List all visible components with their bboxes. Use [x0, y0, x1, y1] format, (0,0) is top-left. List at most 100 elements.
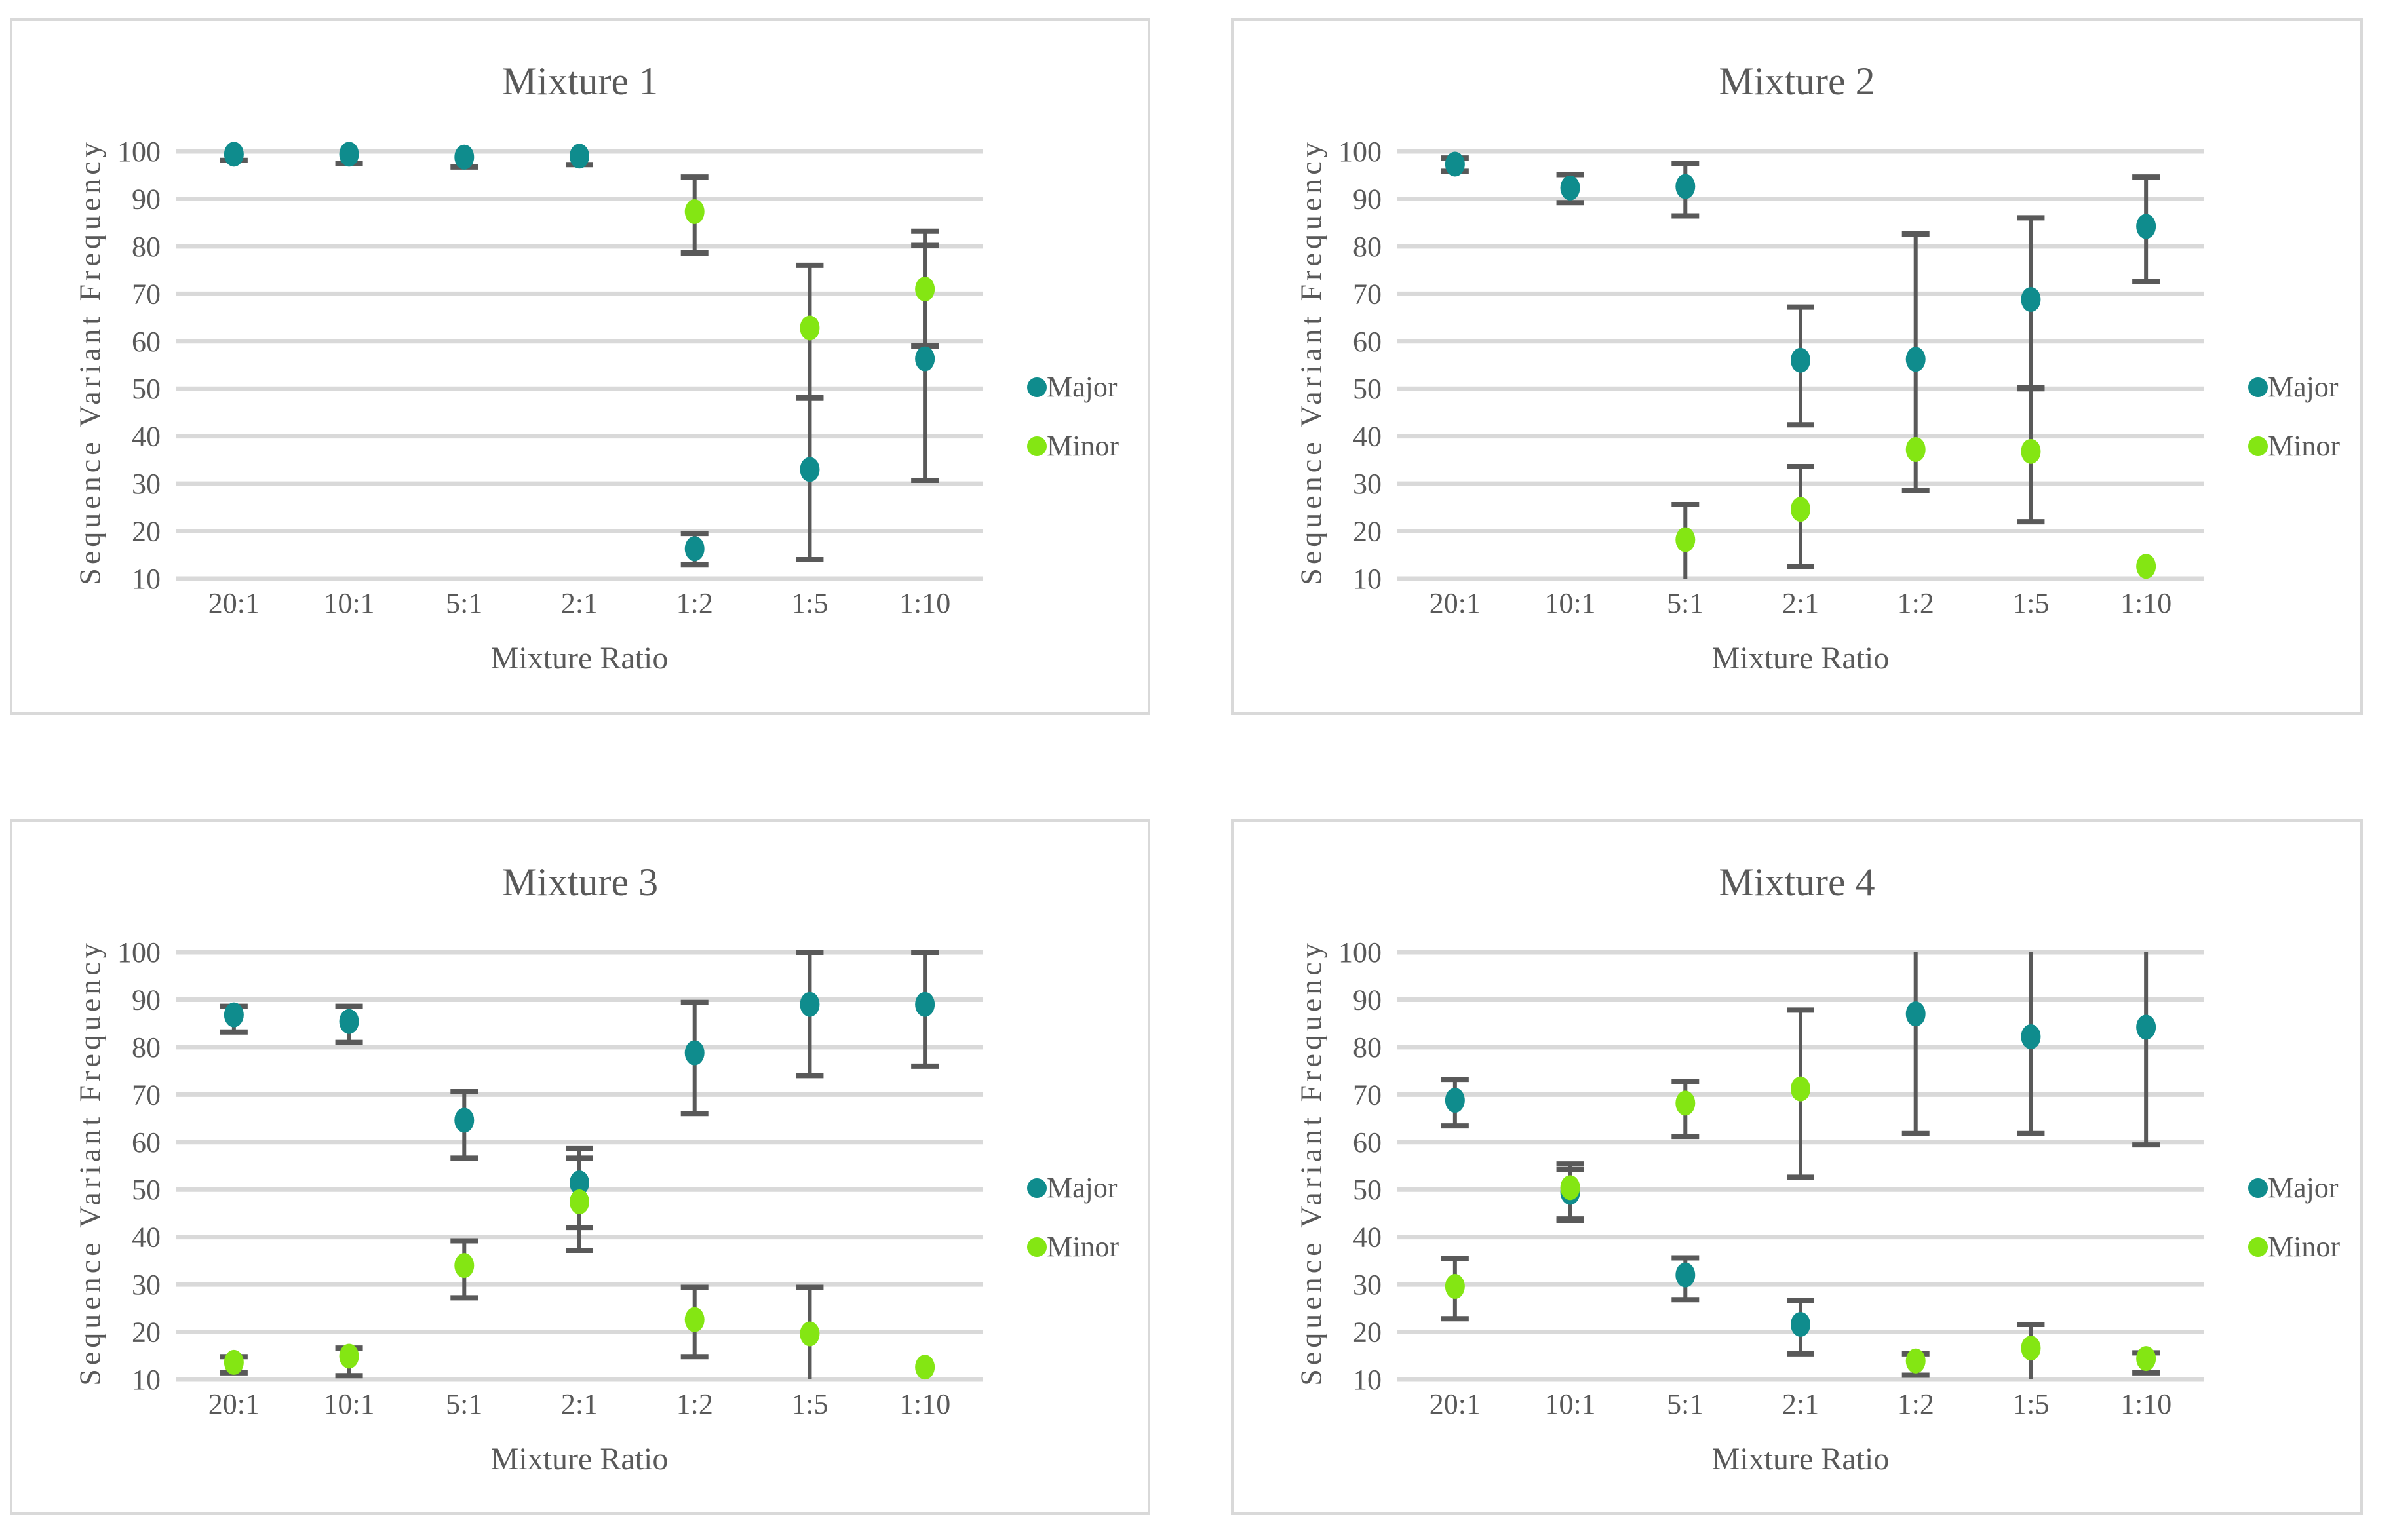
svg-text:10:1: 10:1 — [323, 587, 374, 619]
x-axis-title: Mixture Ratio — [1711, 1442, 1890, 1476]
svg-text:20:1: 20:1 — [208, 1388, 260, 1420]
legend-item-major: Major — [1027, 1168, 1145, 1208]
legend-label: Minor — [2268, 430, 2340, 462]
svg-text:5:1: 5:1 — [446, 1388, 482, 1420]
svg-text:1:2: 1:2 — [676, 587, 713, 619]
svg-text:100: 100 — [1338, 936, 1382, 969]
legend-label: Minor — [2268, 1231, 2340, 1263]
svg-text:20: 20 — [132, 1317, 161, 1349]
legend-label: Major — [1047, 1172, 1118, 1204]
major-series-dot-icon — [1027, 1178, 1047, 1198]
svg-text:2:1: 2:1 — [561, 1388, 598, 1420]
svg-text:30: 30 — [132, 468, 161, 500]
svg-text:20:1: 20:1 — [1430, 1388, 1481, 1420]
svg-text:80: 80 — [1353, 231, 1382, 263]
plot-area-mixture-1: 10 20 30 40 50 60 70 80 90 100 20:1 10:1 5:1 2:1 1:2 1:… — [117, 136, 983, 619]
svg-text:10: 10 — [132, 563, 161, 595]
chart-title: Mixture 1 — [501, 60, 659, 103]
legend-label: Minor — [1047, 430, 1119, 462]
svg-text:1:5: 1:5 — [2012, 587, 2049, 619]
legend: Major Minor — [1027, 1168, 1145, 1286]
svg-text:90: 90 — [1353, 183, 1382, 215]
y-axis-title: Sequence Variant Frequency — [73, 939, 107, 1386]
minor-series-dot-icon — [1027, 436, 1047, 456]
svg-text:100: 100 — [1338, 136, 1382, 168]
svg-text:80: 80 — [1353, 1031, 1382, 1064]
svg-text:40: 40 — [132, 421, 161, 453]
chart-title: Mixture 2 — [1719, 60, 1875, 103]
svg-text:1:2: 1:2 — [676, 1388, 713, 1420]
y-axis-title: Sequence Variant Frequency — [1294, 939, 1328, 1386]
chart-panel-mixture-4: 10 20 30 40 50 60 70 80 90 100 20:1 10:1 5:1 2:1 1:2 1:… — [1231, 819, 2363, 1515]
minor-series-dot-icon — [2248, 436, 2268, 456]
chart-title: Mixture 3 — [501, 860, 659, 904]
svg-text:10: 10 — [1353, 563, 1382, 595]
major-series-dot-icon — [2248, 1178, 2268, 1198]
svg-text:60: 60 — [132, 326, 161, 358]
svg-text:50: 50 — [1353, 373, 1382, 405]
svg-text:5:1: 5:1 — [1667, 1388, 1704, 1420]
plot-area-mixture-3: 10 20 30 40 50 60 70 80 90 100 20:1 10:1 5:1 2:1 1:2 1:… — [117, 936, 983, 1420]
svg-text:80: 80 — [132, 1031, 161, 1064]
svg-text:1:5: 1:5 — [791, 587, 828, 619]
svg-text:70: 70 — [132, 1079, 161, 1111]
svg-text:1:2: 1:2 — [1898, 1388, 1934, 1420]
svg-text:50: 50 — [132, 1174, 161, 1206]
svg-text:5:1: 5:1 — [446, 587, 482, 619]
svg-text:2:1: 2:1 — [1782, 587, 1819, 619]
svg-text:1:10: 1:10 — [899, 1388, 950, 1420]
minor-series-dot-icon — [1027, 1237, 1047, 1257]
svg-text:10: 10 — [1353, 1364, 1382, 1396]
svg-text:30: 30 — [1353, 468, 1382, 500]
legend-item-major: Major — [1027, 367, 1145, 408]
svg-text:70: 70 — [1353, 1079, 1382, 1111]
svg-text:1:10: 1:10 — [2120, 587, 2171, 619]
svg-text:20:1: 20:1 — [1430, 587, 1481, 619]
svg-text:90: 90 — [1353, 984, 1382, 1016]
svg-text:50: 50 — [132, 373, 161, 405]
chart-panel-mixture-3: 10 20 30 40 50 60 70 80 90 100 20:1 10:1 5:1 2:1 1:2 1:… — [10, 819, 1150, 1515]
svg-text:1:5: 1:5 — [2012, 1388, 2049, 1420]
chart-title: Mixture 4 — [1719, 860, 1875, 904]
svg-text:70: 70 — [132, 278, 161, 310]
svg-text:40: 40 — [1353, 421, 1382, 453]
svg-text:40: 40 — [1353, 1222, 1382, 1254]
legend: Major Minor — [2248, 367, 2366, 485]
svg-text:30: 30 — [132, 1269, 161, 1301]
svg-text:70: 70 — [1353, 278, 1382, 310]
svg-text:1:2: 1:2 — [1898, 587, 1934, 619]
minor-series-dot-icon — [2248, 1237, 2268, 1257]
x-axis-title: Mixture Ratio — [1711, 641, 1890, 676]
chart-panel-mixture-1: 10 20 30 40 50 60 70 80 90 100 20:1 10:1 5:1 2:1 1:2 1:… — [10, 18, 1150, 715]
svg-text:10:1: 10:1 — [1544, 587, 1595, 619]
svg-text:10:1: 10:1 — [1544, 1388, 1595, 1420]
legend-label: Major — [2268, 371, 2339, 403]
svg-text:80: 80 — [132, 231, 161, 263]
svg-text:20: 20 — [1353, 516, 1382, 548]
legend-item-minor: Minor — [1027, 1227, 1145, 1267]
svg-text:100: 100 — [117, 136, 161, 168]
y-axis-title: Sequence Variant Frequency — [73, 138, 107, 585]
svg-text:90: 90 — [132, 183, 161, 215]
legend-label: Minor — [1047, 1231, 1119, 1263]
major-series-dot-icon — [1027, 377, 1047, 397]
svg-text:2:1: 2:1 — [1782, 1388, 1819, 1420]
svg-text:30: 30 — [1353, 1269, 1382, 1301]
x-axis-title: Mixture Ratio — [490, 641, 669, 676]
legend-item-minor: Minor — [1027, 426, 1145, 467]
svg-text:5:1: 5:1 — [1667, 587, 1704, 619]
svg-text:90: 90 — [132, 984, 161, 1016]
svg-text:20:1: 20:1 — [208, 587, 260, 619]
svg-text:10:1: 10:1 — [323, 1388, 374, 1420]
svg-text:2:1: 2:1 — [561, 587, 598, 619]
chart-panel-mixture-2: 10 20 30 40 50 60 70 80 90 100 20:1 10:1 5:1 2:1 1:2 1:… — [1231, 18, 2363, 715]
plot-area-mixture-4: 10 20 30 40 50 60 70 80 90 100 20:1 10:1 5:1 2:1 1:2 1:… — [1338, 936, 2204, 1420]
svg-text:1:10: 1:10 — [899, 587, 950, 619]
legend: Major Minor — [2248, 1168, 2366, 1286]
svg-text:1:5: 1:5 — [791, 1388, 828, 1420]
svg-text:20: 20 — [132, 516, 161, 548]
y-axis-title: Sequence Variant Frequency — [1294, 138, 1328, 585]
svg-text:60: 60 — [1353, 1126, 1382, 1159]
svg-text:1:10: 1:10 — [2120, 1388, 2171, 1420]
